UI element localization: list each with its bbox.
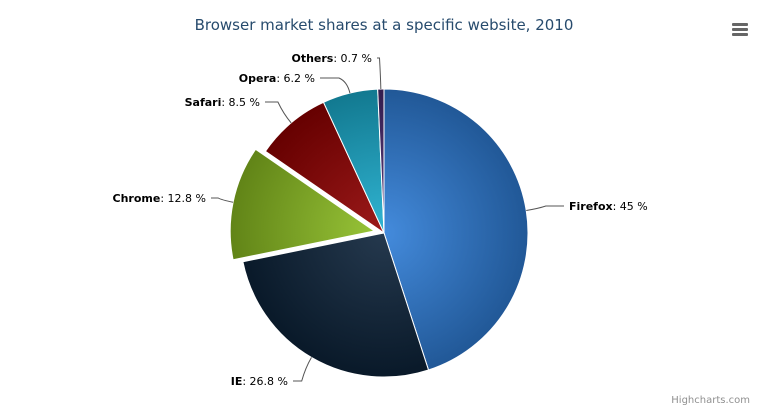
- connector-ie: [293, 357, 312, 382]
- data-label-firefox: Firefox: 45 %: [569, 200, 648, 213]
- credits-link[interactable]: Highcharts.com: [671, 395, 750, 406]
- connector-firefox: [526, 205, 564, 211]
- data-label-ie: IE: 26.8 %: [231, 375, 288, 388]
- connector-others: [377, 57, 382, 90]
- data-label-others: Others: 0.7 %: [291, 52, 372, 65]
- pie-slice-others[interactable]: [377, 88, 385, 234]
- data-label-safari: Safari: 8.5 %: [185, 96, 260, 109]
- chart-title: Browser market shares at a specific webs…: [195, 16, 574, 34]
- data-label-opera: Opera: 6.2 %: [239, 72, 315, 85]
- pie-slice-firefox[interactable]: [383, 88, 529, 371]
- pie-slice-ie[interactable]: [242, 232, 430, 378]
- connector-safari: [265, 101, 292, 124]
- connector-opera: [320, 77, 351, 94]
- data-label-chrome: Chrome: 12.8 %: [113, 192, 206, 205]
- connector-chrome: [211, 197, 234, 203]
- hamburger-menu-icon[interactable]: [726, 14, 756, 44]
